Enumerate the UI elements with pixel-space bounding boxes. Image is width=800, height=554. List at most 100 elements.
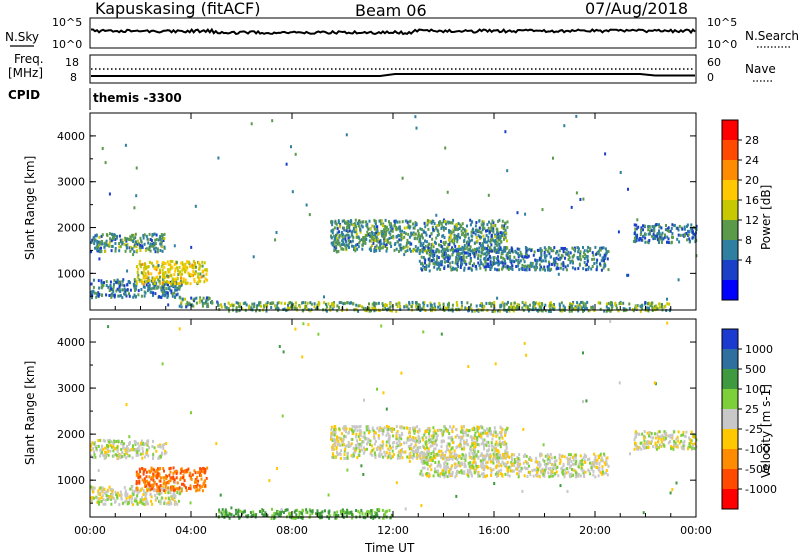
nsky-frame: [89, 17, 697, 49]
echo-cell: [463, 228, 466, 232]
echo-cell: [450, 435, 453, 439]
echo-cell: [123, 287, 126, 291]
echo-cell: [389, 305, 392, 309]
echo-cell: [142, 282, 145, 286]
echo-cell: [370, 239, 373, 243]
echo-cell: [492, 433, 495, 437]
echo-cell: [525, 249, 528, 253]
echo-cell: [484, 431, 487, 435]
echo-cell: [421, 243, 424, 247]
echo-cell: [95, 233, 98, 237]
echo-cell: [248, 304, 251, 308]
echo-cell: [155, 483, 158, 486]
echo-cell: [154, 238, 157, 242]
echo-cell: [294, 304, 297, 308]
echo-cell: [487, 257, 490, 261]
echo-cell: [492, 256, 495, 260]
echo-cell: [189, 476, 192, 480]
echo-cell: [447, 258, 450, 262]
colorbar-tick-label: 20: [745, 174, 759, 187]
echo-cell: [111, 292, 114, 296]
echo-cell: [345, 133, 348, 137]
echo-cell: [418, 252, 421, 255]
echo-cell: [159, 466, 162, 470]
echo-cell: [465, 433, 468, 437]
echo-cell: [329, 514, 332, 518]
echo-cell: [602, 266, 605, 270]
echo-cell: [501, 231, 504, 235]
echo-cell: [355, 432, 358, 436]
echo-cell: [486, 252, 489, 256]
echo-cell: [341, 239, 344, 243]
echo-cell: [161, 236, 164, 240]
echo-cell: [351, 425, 354, 429]
echo-cell: [185, 305, 188, 309]
echo-cell: [153, 468, 156, 472]
echo-cell: [334, 431, 337, 435]
echo-cell: [184, 270, 186, 274]
echo-cell: [429, 455, 432, 459]
echo-cell: [481, 225, 484, 229]
echo-cell: [544, 303, 547, 307]
echo-cell: [501, 460, 504, 464]
echo-cell: [343, 449, 346, 453]
echo-cell: [428, 441, 431, 444]
echo-cell: [192, 270, 195, 274]
echo-cell: [490, 225, 493, 229]
echo-cell: [154, 242, 157, 246]
echo-cell: [356, 439, 358, 443]
echo-cell: [481, 220, 484, 224]
echo-cell: [498, 268, 500, 272]
echo-cell: [328, 511, 330, 515]
echo-cell: [573, 248, 576, 251]
echo-cell: [399, 448, 402, 452]
nave-tick-top: 60: [707, 56, 721, 69]
echo-cell: [160, 240, 163, 244]
echo-cell: [653, 305, 656, 309]
echo-cell: [290, 145, 292, 149]
echo-cell: [350, 219, 353, 223]
echo-cell: [451, 437, 454, 441]
echo-cell: [152, 264, 155, 268]
echo-cell: [417, 303, 420, 307]
echo-cell: [691, 227, 694, 231]
echo-cell: [140, 439, 143, 443]
echo-cell: [472, 446, 475, 450]
echo-cell: [336, 437, 339, 441]
echo-cell: [397, 444, 400, 448]
echo-cell: [519, 259, 522, 263]
echo-cell: [493, 240, 496, 243]
echo-cell: [417, 454, 420, 458]
echo-cell: [576, 301, 579, 305]
echo-cell: [159, 271, 162, 274]
echo-cell: [412, 233, 415, 237]
echo-cell: [500, 468, 503, 472]
echo-cell: [156, 496, 159, 500]
echo-cell: [373, 437, 376, 441]
echo-cell: [145, 470, 148, 474]
echo-cell: [160, 491, 163, 495]
echo-cell: [144, 272, 147, 276]
echo-cell: [460, 306, 463, 310]
echo-cell: [132, 493, 135, 497]
echo-cell: [164, 485, 167, 489]
echo-cell: [129, 281, 132, 285]
echo-cell: [135, 482, 138, 486]
echo-cell: [451, 430, 454, 434]
echo-cell: [352, 430, 355, 434]
echo-cell: [494, 223, 497, 227]
echo-cell: [505, 247, 508, 251]
echo-cell: [101, 284, 104, 288]
echo-cell: [346, 456, 349, 460]
echo-cell: [160, 288, 163, 292]
echo-cell: [159, 479, 162, 483]
echo-cell: [157, 271, 160, 275]
echo-cell: [148, 446, 151, 450]
colorbar-swatch: [722, 260, 738, 281]
echo-cell: [432, 431, 435, 435]
echo-cell: [489, 260, 492, 264]
echo-cell: [107, 449, 110, 453]
echo-cell: [533, 250, 536, 254]
echo-cell: [92, 447, 95, 451]
echo-cell: [457, 258, 460, 262]
